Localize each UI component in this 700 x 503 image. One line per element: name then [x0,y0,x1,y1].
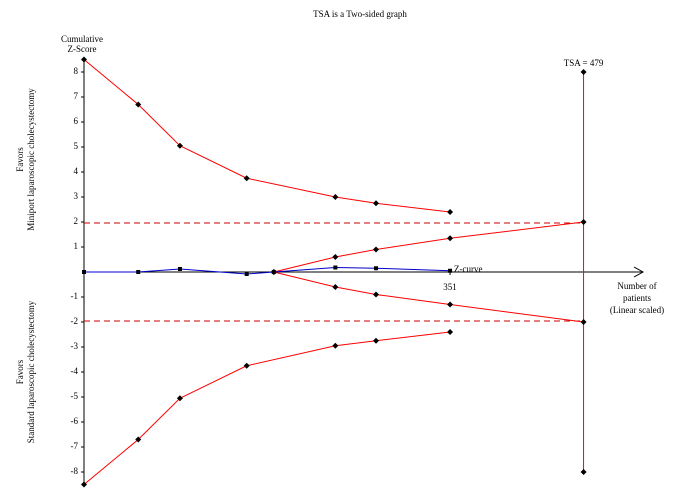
series-label: Z-curve [454,264,482,274]
series-line [273,271,584,323]
point [448,268,453,273]
x-axis-label: patients [623,293,651,303]
point [447,301,454,308]
y-tick-label: -8 [71,466,79,476]
point [333,265,338,270]
point [243,362,250,369]
point [176,142,183,149]
series-line [83,331,451,485]
tsa-marker [580,69,587,75]
point [82,270,86,274]
y-tick-label: 6 [74,116,79,126]
y-tick-label: 4 [74,166,79,176]
y-tick-label: -3 [71,341,79,351]
series-line [273,221,584,273]
y-axis-label: Cumulative [61,34,103,44]
side-label: Miniport laparoscopic cholecystectomy [26,88,36,231]
point [135,436,142,443]
point [332,254,339,260]
point [374,266,379,271]
point [447,209,454,215]
chart-title: TSA is a Two-sided graph [313,9,407,19]
point [332,194,339,200]
point [135,101,142,108]
series-line [83,59,451,213]
point [81,481,87,488]
point [373,291,380,298]
point [243,175,250,182]
point [373,337,380,344]
point [332,284,339,290]
point [176,395,183,402]
point [244,272,249,276]
side-label: Favors [15,147,25,172]
series-line [84,266,451,275]
x-axis-arrow [633,266,645,278]
tsa-marker [580,469,587,475]
y-tick-label: 5 [74,141,79,151]
side-label: Favors [15,359,25,384]
y-tick-label: -5 [71,391,79,401]
point [271,270,276,274]
y-tick-label: 7 [74,91,79,101]
y-tick-label: -6 [71,416,79,426]
y-tick-label: -2 [71,316,79,326]
point [580,319,587,325]
point [136,270,141,274]
point [177,267,182,271]
y-tick-label: -7 [71,441,79,451]
side-label: Standard laparoscopic cholecystectomy [26,300,36,443]
point [373,200,380,207]
y-tick-label: -1 [71,291,79,301]
point [332,342,339,349]
x-axis-label: (Linear scaled) [610,305,664,315]
y-tick-label: 3 [74,191,79,201]
y-tick-label: 1 [74,241,79,251]
y-axis-label: Z-Score [68,44,97,54]
point [447,329,454,335]
point [580,219,587,225]
y-tick-label: 8 [74,66,79,76]
x-axis-label: Number of [617,281,656,291]
point [373,246,380,253]
x-tick-label: 351 [443,282,457,292]
y-tick-label: -4 [71,366,79,376]
point [447,235,454,242]
tsa-label: TSA = 479 [564,58,604,68]
y-tick-label: 2 [74,216,79,226]
point [81,56,87,63]
